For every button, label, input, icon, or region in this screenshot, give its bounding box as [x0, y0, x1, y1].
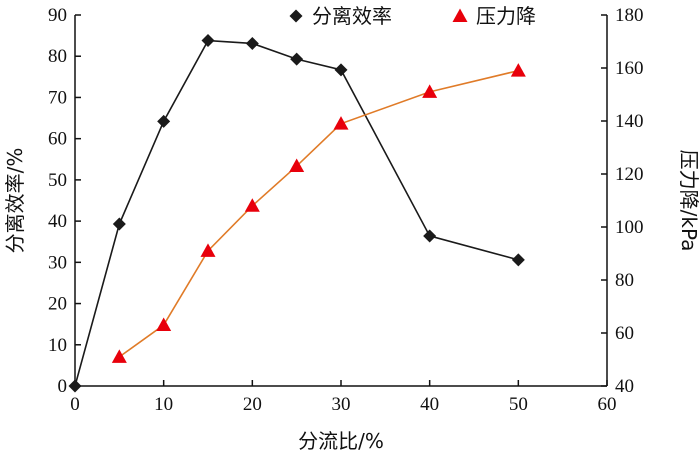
series-line-pressure-drop [118, 69, 519, 358]
data-point-triangle [244, 198, 260, 212]
y-left-tick-label: 60 [48, 129, 67, 150]
data-point-triangle [200, 243, 216, 257]
y-left-tick-label: 10 [48, 335, 67, 356]
legend-marker-triangle [452, 8, 468, 22]
data-point-triangle [289, 158, 305, 173]
x-tick-label: 0 [70, 394, 80, 415]
x-axis-title: 分流比/% [298, 429, 384, 453]
legend-label-pressure-drop: 压力降 [476, 4, 536, 28]
series-line-separation-efficiency [74, 39, 519, 387]
series-markers [68, 34, 526, 393]
y-left-tick-label: 80 [48, 46, 67, 67]
y-right-tick-label: 140 [615, 111, 644, 132]
data-point-diamond [112, 217, 126, 231]
y-left-axis-title: 分离效率/% [3, 148, 27, 254]
data-point-triangle [333, 116, 349, 130]
data-point-triangle [422, 84, 438, 98]
x-tick-label: 40 [420, 394, 439, 415]
data-point-diamond [157, 114, 171, 128]
y-left-tick-label: 90 [48, 5, 67, 26]
data-point-diamond [334, 63, 348, 77]
data-point-diamond [423, 229, 437, 243]
data-point-triangle [111, 349, 127, 363]
y-left-tick-label: 50 [48, 170, 67, 191]
data-point-diamond [290, 52, 304, 66]
x-tick-label: 50 [509, 394, 528, 415]
y-left-tick-label: 40 [48, 211, 67, 232]
y-right-tick-label: 60 [615, 323, 634, 344]
y-right-tick-label: 100 [615, 217, 644, 238]
x-tick-label: 60 [598, 394, 617, 415]
y-right-tick-label: 80 [615, 270, 634, 291]
tick-group: 0 10 20 30 40 50 60010203040506070809040608010… [48, 5, 644, 415]
y-left-tick-label: 30 [48, 252, 67, 273]
legend-marker-diamond [289, 9, 303, 23]
x-tick-label: 20 [243, 394, 262, 415]
y-left-tick-label: 70 [48, 87, 67, 108]
y-right-tick-label: 120 [615, 164, 644, 185]
data-point-triangle [510, 63, 526, 77]
legend: 分离效率 压力降 [289, 4, 536, 28]
x-tick-label: 30 [332, 394, 351, 415]
y-left-tick-label: 0 [58, 376, 68, 397]
data-point-diamond [201, 34, 215, 48]
y-right-tick-label: 180 [615, 5, 644, 26]
y-right-axis-title: 压力降/kPa [677, 150, 700, 252]
y-right-tick-label: 160 [615, 58, 644, 79]
series-lines [74, 39, 519, 387]
y-left-tick-label: 20 [48, 294, 67, 315]
y-right-tick-label: 40 [615, 376, 634, 397]
legend-label-separation-efficiency: 分离效率 [312, 4, 392, 28]
data-point-diamond [245, 36, 259, 50]
data-point-diamond [511, 253, 525, 267]
data-point-triangle [156, 317, 172, 332]
data-point-diamond [68, 379, 82, 393]
x-tick-label: 10 [154, 394, 173, 415]
